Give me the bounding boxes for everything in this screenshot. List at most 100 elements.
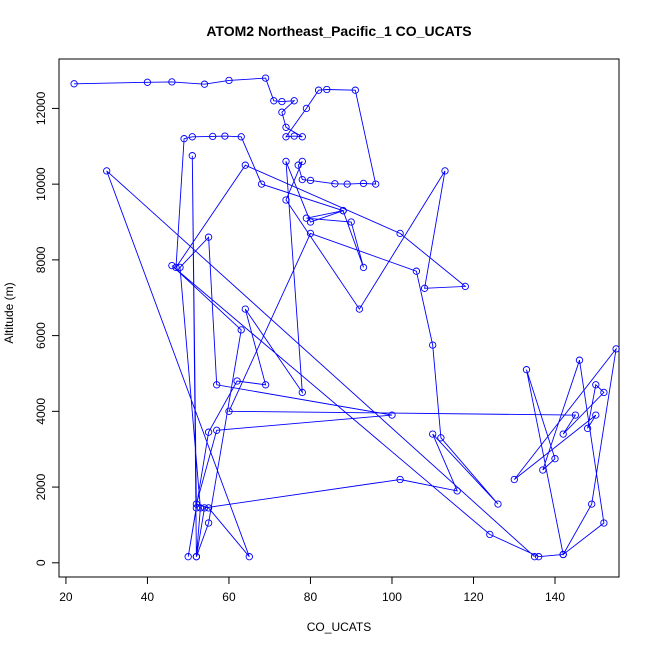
data-point <box>359 179 368 188</box>
y-tick-label: 0 <box>34 559 48 566</box>
data-point <box>494 500 502 508</box>
data-point <box>290 97 298 105</box>
data-point <box>200 80 209 88</box>
data-point <box>192 504 201 512</box>
data-point <box>237 326 245 334</box>
data-point <box>412 267 421 275</box>
chart-title: ATOM2 Northeast_Pacific_1 CO_UCATS <box>206 23 471 39</box>
y-axis: 0 2000 4000 6000 8000 10000 12000 <box>34 91 60 566</box>
data-point <box>522 366 531 374</box>
x-tick-label: 60 <box>222 590 236 604</box>
data-point <box>282 133 290 141</box>
data-point <box>278 97 286 106</box>
data-point <box>396 229 404 238</box>
data-point <box>588 500 596 508</box>
y-tick-label: 8000 <box>34 246 48 273</box>
data-point <box>180 135 188 143</box>
data-point <box>188 152 196 160</box>
data-point <box>168 261 176 270</box>
data-point <box>359 263 368 272</box>
data-point <box>347 218 355 226</box>
data-point <box>323 85 331 94</box>
data-point <box>551 455 559 463</box>
data-point <box>237 133 245 141</box>
data-point <box>143 78 152 86</box>
y-tick-label: 6000 <box>34 322 48 349</box>
x-tick-label: 140 <box>545 590 565 604</box>
data-point <box>559 430 567 438</box>
data-point <box>429 341 437 349</box>
x-tick-label: 80 <box>304 590 318 604</box>
data-point <box>351 86 359 94</box>
data-point <box>583 424 592 433</box>
data-point <box>612 345 620 353</box>
data-point <box>306 218 315 226</box>
data-point <box>388 411 396 419</box>
data-point <box>314 86 323 94</box>
data-point <box>600 388 608 397</box>
x-tick-label: 40 <box>141 590 155 604</box>
data-point <box>298 133 306 141</box>
data-point <box>282 196 290 204</box>
data-point <box>486 530 494 539</box>
data-point <box>209 132 217 141</box>
data-point <box>429 430 437 438</box>
data-point <box>245 553 253 561</box>
data-point <box>575 356 584 364</box>
data-point <box>168 78 176 86</box>
data-point <box>530 553 539 561</box>
data-point <box>302 214 311 222</box>
data-point <box>331 180 339 188</box>
data-point <box>298 388 306 397</box>
data-point <box>592 381 600 389</box>
data-point <box>343 180 351 188</box>
data-point <box>298 157 306 166</box>
data-point <box>510 475 518 484</box>
data-point <box>396 475 404 484</box>
data-point <box>290 132 298 140</box>
data-point <box>213 381 221 389</box>
data-point <box>184 553 192 561</box>
series-layer <box>70 74 620 561</box>
data-point <box>176 263 184 272</box>
data-point <box>241 305 249 313</box>
y-tick-label: 10000 <box>34 167 48 201</box>
x-tick-label: 120 <box>463 590 483 604</box>
data-point <box>188 133 196 141</box>
data-point <box>306 176 315 185</box>
data-point <box>535 553 543 561</box>
data-point <box>302 104 311 113</box>
data-point <box>270 97 278 105</box>
y-axis-label: Altitude (m) <box>2 282 16 343</box>
data-point <box>257 180 266 188</box>
data-point <box>241 161 249 169</box>
data-point <box>592 411 600 419</box>
data-point <box>282 157 290 166</box>
data-point <box>196 504 205 512</box>
data-point <box>306 229 315 238</box>
data-point <box>204 519 213 527</box>
data-point <box>192 553 201 561</box>
data-point <box>282 123 290 131</box>
y-tick-label: 12000 <box>34 91 48 125</box>
data-point <box>225 76 233 85</box>
x-axis: 20 40 60 80 100 120 140 <box>59 576 565 604</box>
data-point <box>461 282 469 291</box>
x-tick-label: 20 <box>59 590 73 604</box>
data-point <box>559 550 567 559</box>
data-point <box>420 284 429 292</box>
data-point <box>372 180 380 188</box>
y-tick-label: 4000 <box>34 398 48 425</box>
data-point <box>339 207 347 215</box>
data-point <box>294 161 302 169</box>
data-point <box>204 428 213 436</box>
x-axis-label: CO_UCATS <box>307 620 371 634</box>
data-point <box>298 175 306 184</box>
data-point <box>600 519 608 527</box>
data-point <box>204 233 213 241</box>
data-point <box>355 305 364 313</box>
data-point <box>192 500 201 508</box>
data-point <box>571 411 580 419</box>
